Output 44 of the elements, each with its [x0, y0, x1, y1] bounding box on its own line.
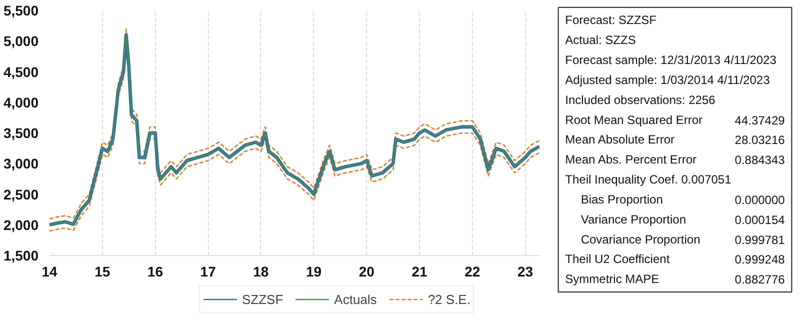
text: Variance Proportion — [580, 212, 686, 226]
y-tick-label: 2,500 — [3, 186, 39, 202]
text: 0.882776 — [734, 272, 786, 287]
text: Covariance Proportion — [580, 232, 700, 246]
text: Actual: SZZS — [565, 33, 636, 48]
y-tick-label: 1,500 — [3, 248, 39, 264]
text: Theil Inequality Coef. 0.007051 — [565, 172, 732, 187]
x-tick-label: 16 — [147, 264, 164, 280]
y-tick-label: 3,000 — [3, 156, 39, 172]
y-tick-label: 3,500 — [3, 125, 39, 141]
text: 0.999781 — [734, 232, 786, 247]
text: 44.37429 — [734, 113, 786, 128]
text: Forecast sample: 12/31/2013 4/11/2023 — [565, 52, 777, 67]
y-tick-label: 4,500 — [3, 64, 39, 80]
x-tick-label: 22 — [464, 264, 480, 280]
text: 0.000000 — [734, 192, 786, 207]
text: Theil U2 Coefficient — [565, 252, 670, 266]
x-tick-label: 15 — [94, 264, 110, 280]
x-tick-label: 20 — [358, 264, 375, 280]
y-tick-label: 2,000 — [3, 216, 39, 233]
x-tick-label: 17 — [200, 264, 216, 280]
text: Mean Abs. Percent Error — [565, 152, 697, 167]
y-tick-label: 5,000 — [3, 33, 39, 50]
text: 28.03216 — [734, 133, 786, 148]
y-tick-label: 4,000 — [3, 94, 39, 110]
text: Symmetric MAPE — [565, 272, 660, 286]
text: Adjusted sample: 1/03/2014 4/11/2023 — [565, 72, 770, 87]
x-tick-label: 21 — [412, 264, 428, 280]
x-tick-label: 19 — [306, 264, 322, 280]
text: Mean Absolute Error — [565, 132, 675, 147]
x-tick-label: 23 — [517, 264, 534, 280]
text: Root Mean Squared Error — [565, 112, 703, 127]
text: 0.884343 — [734, 153, 786, 168]
x-tick-label: 18 — [253, 264, 269, 280]
x-tick-label: 14 — [42, 264, 58, 280]
text: Forecast: SZZSF — [565, 13, 657, 28]
text: 0.999248 — [734, 252, 786, 267]
legend-label: Actuals — [334, 292, 377, 306]
text: 0.000154 — [734, 212, 786, 227]
text: Included observations: 2256 — [565, 92, 716, 107]
legend-label: ?2 S.E. — [428, 292, 470, 306]
y-tick-label: 5,500 — [3, 2, 39, 18]
legend-label: SZZSF — [242, 292, 284, 306]
text: Bias Proportion — [580, 192, 663, 206]
